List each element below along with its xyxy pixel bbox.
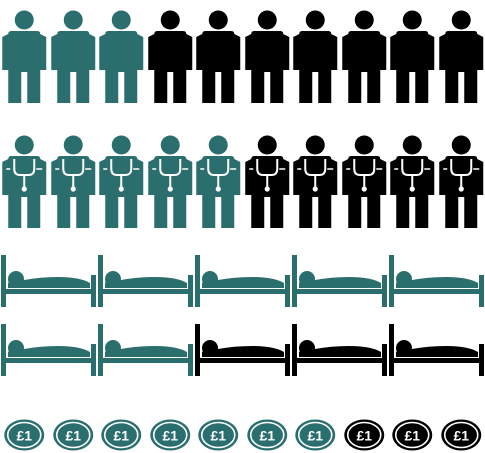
pound-coin-icon: £1 [340, 418, 389, 452]
person-icon [194, 10, 243, 105]
coin-label: £1 [453, 428, 469, 444]
hospital-bed-icon [97, 253, 194, 308]
person-icon [49, 10, 98, 105]
doctor-icon [194, 135, 243, 230]
doctor-icon [340, 135, 389, 230]
doctor-icon [49, 135, 98, 230]
hospital-bed-icon [291, 322, 388, 377]
pound-coin-icon: £1 [97, 418, 146, 452]
coins-row: £1 £1 £1 £1 £1 £1 £1 £1 £1 £1 [0, 418, 485, 452]
person-icon [243, 10, 292, 105]
person-icon [146, 10, 195, 105]
person-icon [291, 10, 340, 105]
hospital-bed-icon [291, 253, 388, 308]
person-icon [97, 10, 146, 105]
hospital-bed-icon [0, 322, 97, 377]
coin-label: £1 [113, 428, 129, 444]
pound-coin-icon: £1 [388, 418, 437, 452]
pound-coin-icon: £1 [146, 418, 195, 452]
hospital-bed-icon [194, 322, 291, 377]
coin-label: £1 [16, 428, 32, 444]
hospital-bed-icon [194, 253, 291, 308]
person-icon [340, 10, 389, 105]
hospital-bed-icon [0, 253, 97, 308]
pound-coin-icon: £1 [194, 418, 243, 452]
person-icon [437, 10, 485, 105]
beds-row-1 [0, 253, 485, 308]
pound-coin-icon: £1 [291, 418, 340, 452]
doctors-row [0, 135, 485, 230]
doctor-icon [437, 135, 485, 230]
doctor-icon [146, 135, 195, 230]
people-row [0, 10, 485, 105]
hospital-bed-icon [388, 322, 485, 377]
hospital-bed-icon [388, 253, 485, 308]
coin-label: £1 [162, 428, 178, 444]
doctor-icon [291, 135, 340, 230]
pound-coin-icon: £1 [0, 418, 49, 452]
coin-label: £1 [65, 428, 81, 444]
pound-coin-icon: £1 [243, 418, 292, 452]
doctor-icon [388, 135, 437, 230]
pound-coin-icon: £1 [49, 418, 98, 452]
person-icon [0, 10, 49, 105]
coin-label: £1 [404, 428, 420, 444]
coin-label: £1 [307, 428, 323, 444]
coin-label: £1 [259, 428, 275, 444]
hospital-bed-icon [97, 322, 194, 377]
doctor-icon [243, 135, 292, 230]
coin-label: £1 [210, 428, 226, 444]
pound-coin-icon: £1 [437, 418, 485, 452]
person-icon [388, 10, 437, 105]
doctor-icon [0, 135, 49, 230]
doctor-icon [97, 135, 146, 230]
coin-label: £1 [356, 428, 372, 444]
beds-row-2 [0, 322, 485, 377]
